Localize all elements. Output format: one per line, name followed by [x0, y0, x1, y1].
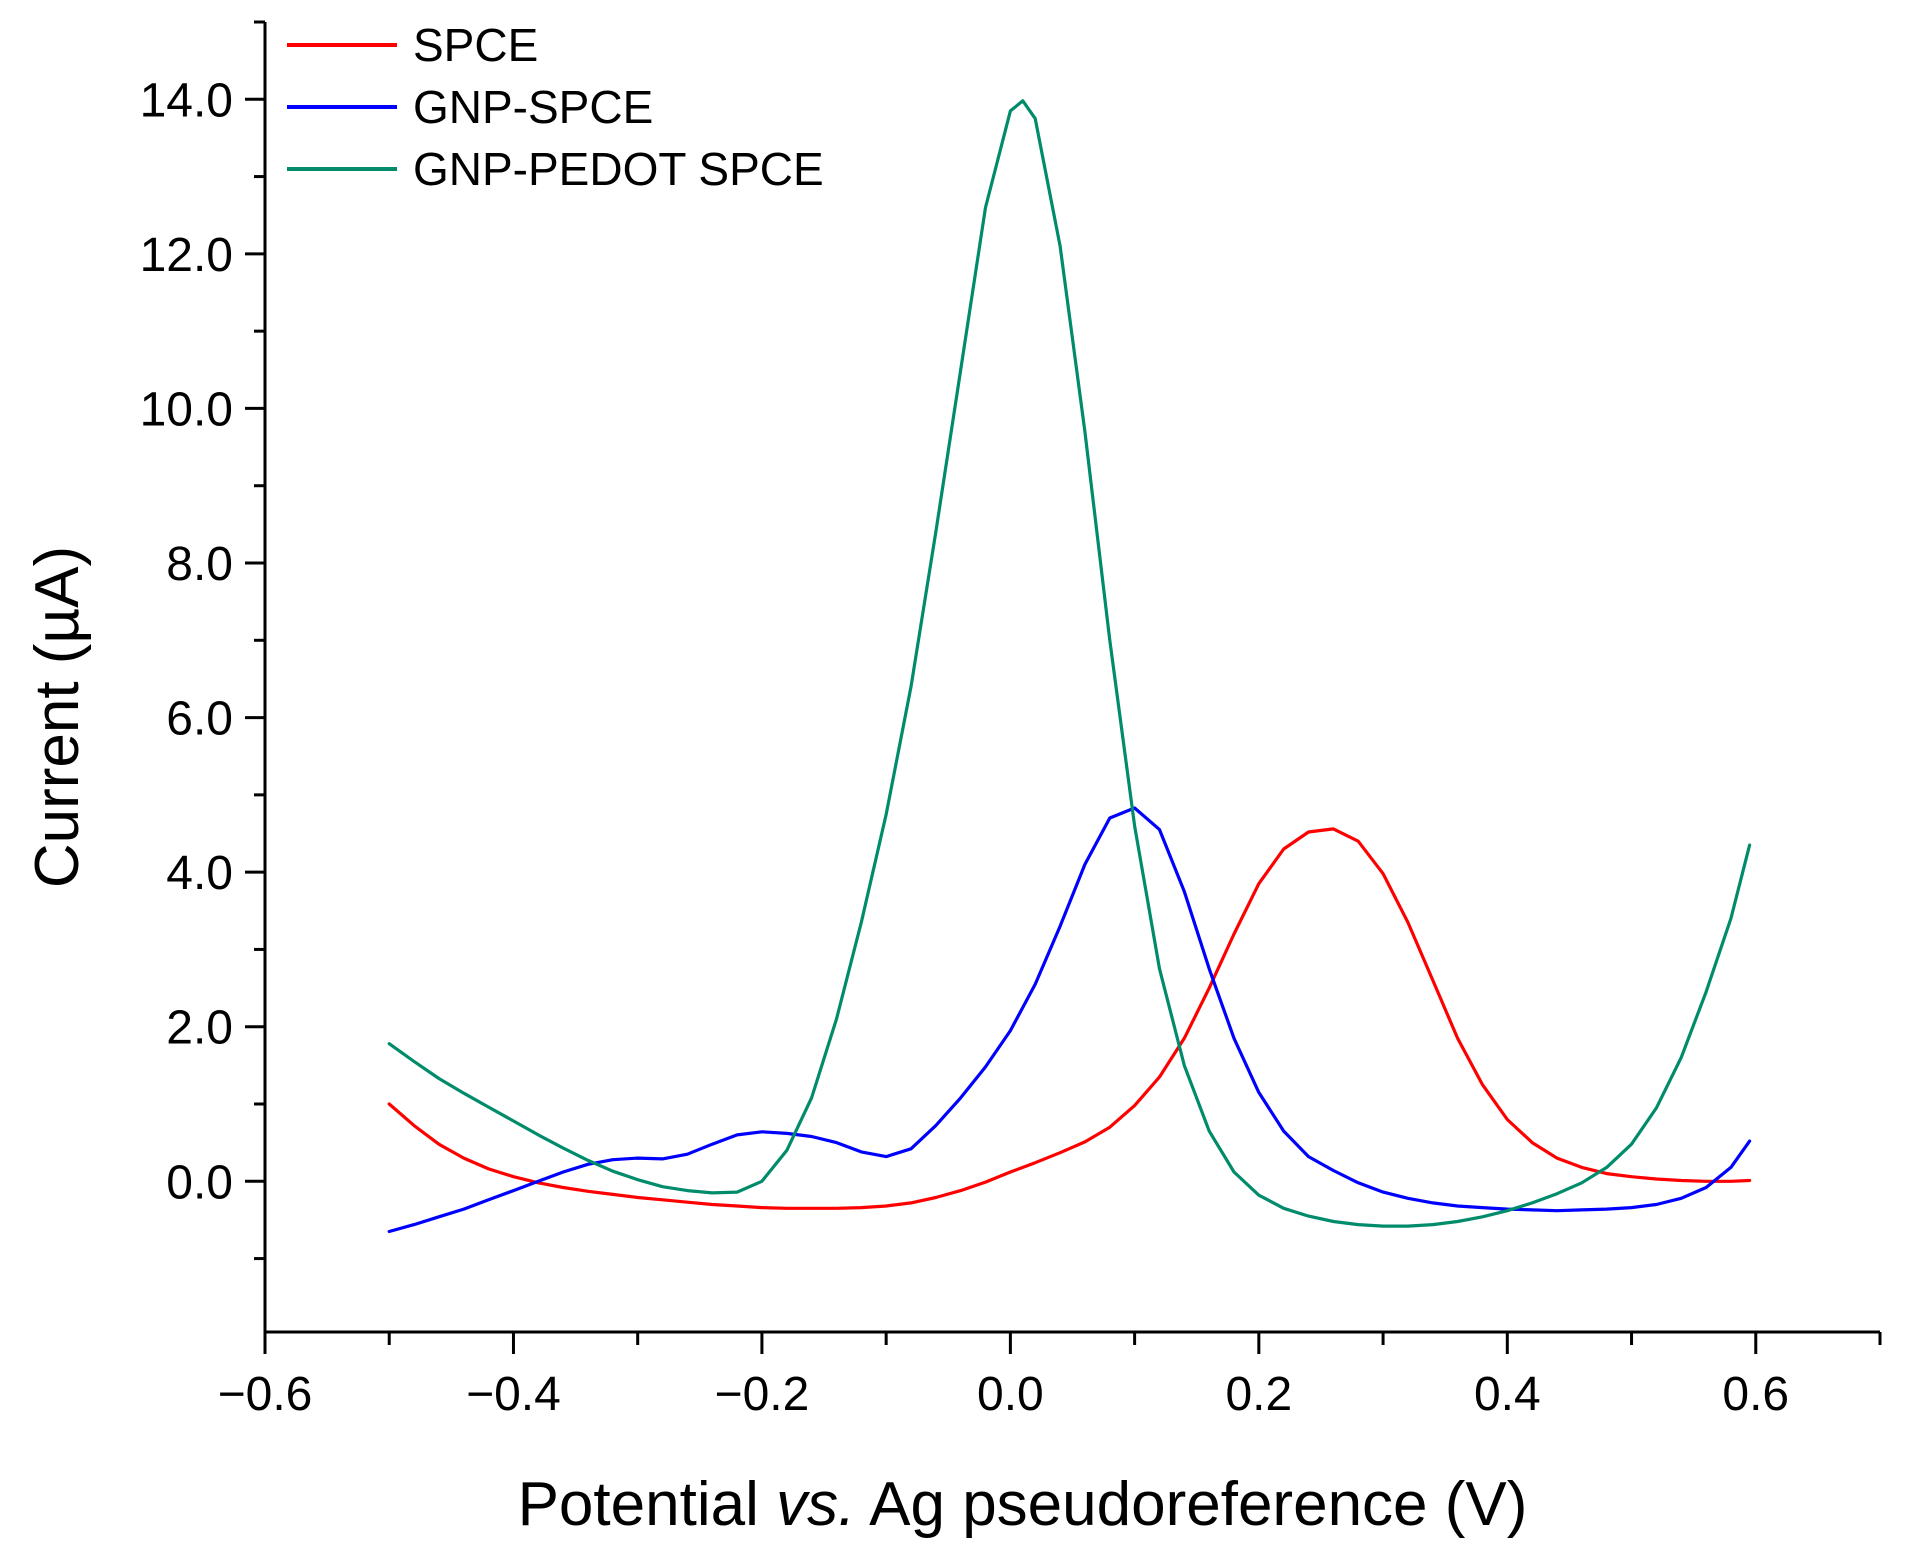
series-layer	[387, 99, 1752, 1234]
y-tick-label: 4.0	[166, 847, 233, 900]
series-line-gnp-spce	[387, 806, 1752, 1234]
x-axis-title-part: vs.	[776, 1470, 855, 1539]
x-tick-label: −0.4	[466, 1368, 561, 1421]
x-tick-label: 0.2	[1225, 1368, 1292, 1421]
x-tick-label: 0.0	[977, 1368, 1044, 1421]
x-axis-title: Potential vs. Ag pseudoreference (V)	[518, 1470, 1528, 1539]
x-tick-label: 0.4	[1474, 1368, 1541, 1421]
y-tick-label: 0.0	[166, 1156, 233, 1209]
x-axis-title-part: Ag pseudoreference (V)	[855, 1470, 1527, 1539]
y-tick-label: 2.0	[166, 1002, 233, 1055]
legend-label-spce: SPCE	[413, 19, 538, 71]
y-tick-label: 12.0	[140, 229, 233, 282]
legend-label-gnp-spce: GNP-SPCE	[413, 81, 653, 133]
y-tick-label: 6.0	[166, 693, 233, 746]
x-tick-label: −0.2	[715, 1368, 810, 1421]
x-tick-label: 0.6	[1722, 1368, 1789, 1421]
legend: SPCE GNP-SPCE GNP-PEDOT SPCE	[287, 19, 824, 195]
axes-layer: 0.0 2.0 4.0 6.0 8.0 10.0 12.0 14.0 −0.6 −0.4 −0.2 0…	[140, 20, 1882, 1421]
y-tick-label: 14.0	[140, 74, 233, 127]
x-axis-title-part: Potential	[518, 1470, 777, 1539]
series-line-gnp-pedot-spce	[387, 99, 1752, 1228]
y-tick-label: 8.0	[166, 538, 233, 591]
y-axis-title: Current (µA)	[23, 546, 92, 888]
x-tick-label: −0.6	[218, 1368, 313, 1421]
legend-label-gnp-pedot-spce: GNP-PEDOT SPCE	[413, 143, 824, 195]
series-line-spce	[387, 827, 1752, 1210]
y-tick-label: 10.0	[140, 383, 233, 436]
